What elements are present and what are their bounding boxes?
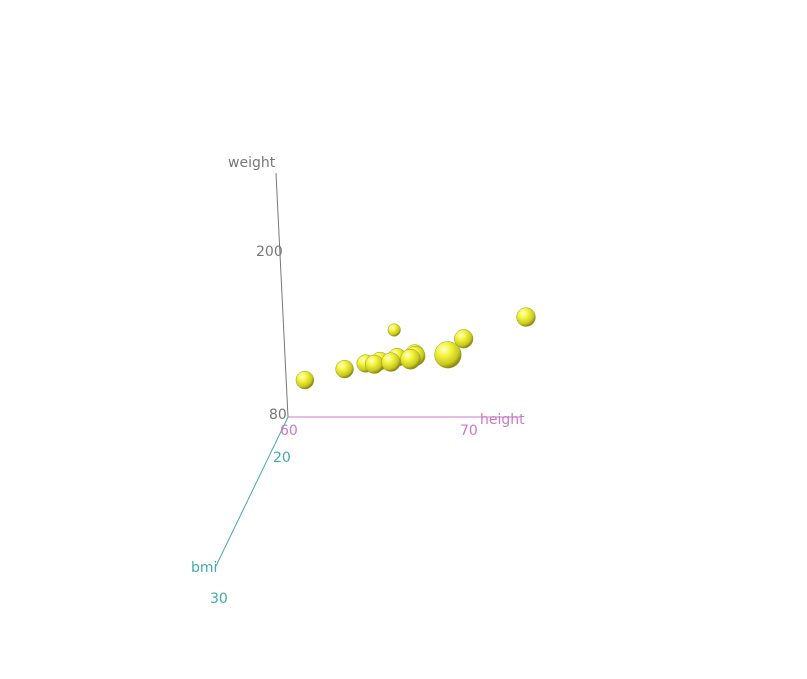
z-tick-30: 30 [210,591,228,607]
data-point [364,354,384,374]
data-point [295,370,315,390]
data-point [335,359,354,379]
x-axis-label: height [480,412,525,428]
data-point [516,307,536,327]
z-axis-label: bmi [191,560,217,576]
data-point [387,323,401,337]
data-point [434,341,462,369]
data-point [454,329,474,349]
data-point [381,352,401,372]
axes: weight 200 80 height 60 70 20 bmi 30 [191,155,525,607]
y-tick-200: 200 [256,244,283,260]
z-axis-line [215,416,289,567]
z-tick-20: 20 [273,450,291,466]
y-tick-80: 80 [269,407,287,423]
x-tick-70: 70 [460,423,478,439]
x-tick-60: 60 [280,423,298,439]
y-axis-line [275,172,289,418]
y-axis-label: weight [228,155,276,171]
data-points [295,307,536,390]
data-point [400,348,421,370]
